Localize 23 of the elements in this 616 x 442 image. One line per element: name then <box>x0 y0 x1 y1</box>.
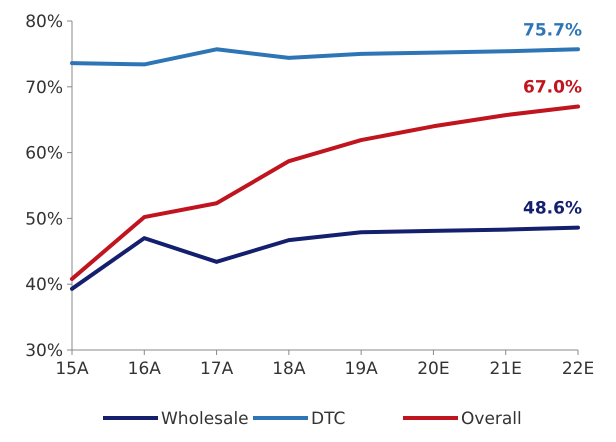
line-series <box>70 104 580 281</box>
data-label: 48.6% <box>523 198 582 219</box>
legend-label: Overall <box>461 409 522 429</box>
y-tick-label: 60% <box>25 144 63 164</box>
x-tick-label: 19A <box>344 359 378 379</box>
x-tick-label: 20E <box>417 359 450 379</box>
legend-label: DTC <box>311 409 346 429</box>
line-series <box>70 47 580 66</box>
y-tick-label: 40% <box>25 275 63 296</box>
y-tick-label: 80% <box>25 12 63 32</box>
x-tick-label: 17A <box>200 359 234 379</box>
data-label: 75.7% <box>523 20 582 40</box>
x-tick-label: 22E <box>562 359 594 379</box>
x-tick-label: 16A <box>128 359 162 379</box>
data-label: 67.0% <box>523 78 582 98</box>
x-tick-label: 15A <box>55 359 89 379</box>
x-tick-label: 21E <box>490 359 522 379</box>
y-tick-label: 50% <box>25 209 63 230</box>
y-tick-label: 30% <box>25 340 63 361</box>
line-series <box>70 226 580 291</box>
x-tick-label: 18A <box>272 359 306 379</box>
y-tick-label: 70% <box>25 78 63 98</box>
legend-label: Wholesale <box>161 409 249 429</box>
